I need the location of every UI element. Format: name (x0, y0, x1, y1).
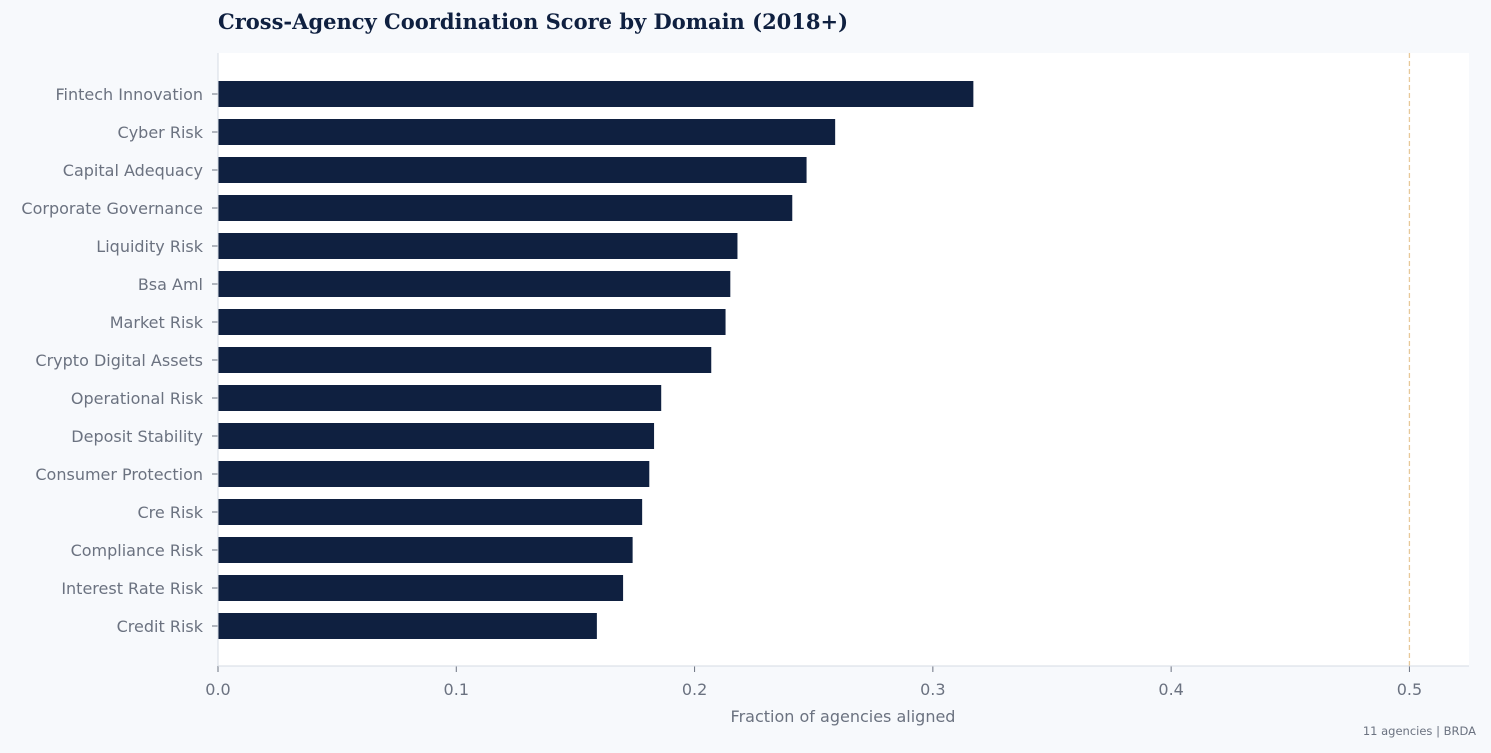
bar (218, 157, 807, 183)
x-tick-label: 0.5 (1397, 680, 1422, 699)
category-label: Operational Risk (71, 389, 204, 408)
category-label: Capital Adequacy (63, 161, 203, 180)
x-axis-ticks: 0.0 0.1 0.2 0.3 0.4 0.5 (205, 666, 1422, 699)
category-label: Fintech Innovation (56, 85, 203, 104)
bar (218, 347, 712, 373)
category-label: Interest Rate Risk (61, 579, 203, 598)
bar (218, 613, 597, 639)
bar (218, 385, 662, 411)
bar (218, 309, 726, 335)
chart-title: Cross-Agency Coordination Score by Domai… (218, 9, 849, 34)
bars-layer (218, 81, 974, 639)
bar (218, 423, 655, 449)
category-label: Crypto Digital Assets (35, 351, 203, 370)
category-label: Market Risk (110, 313, 204, 332)
x-tick-label: 0.1 (444, 680, 469, 699)
bar (218, 499, 643, 525)
x-tick-label: 0.0 (205, 680, 230, 699)
category-labels: Fintech Innovation Cyber Risk Capital Adeq… (21, 85, 218, 636)
bar (218, 537, 633, 563)
category-label: Compliance Risk (71, 541, 204, 560)
category-label: Deposit Stability (71, 427, 203, 446)
category-label: Credit Risk (117, 617, 204, 636)
category-label: Liquidity Risk (96, 237, 203, 256)
footnote: 11 agencies | BRDA (1362, 724, 1476, 738)
category-label: Bsa Aml (138, 275, 203, 294)
bar (218, 195, 793, 221)
bar (218, 575, 624, 601)
x-axis-title: Fraction of agencies aligned (731, 707, 956, 726)
category-label: Consumer Protection (35, 465, 203, 484)
category-label: Cyber Risk (118, 123, 204, 142)
bar (218, 81, 974, 107)
bar (218, 461, 650, 487)
bar (218, 119, 836, 145)
category-label: Cre Risk (138, 503, 204, 522)
x-tick-label: 0.3 (920, 680, 945, 699)
category-label: Corporate Governance (21, 199, 203, 218)
x-tick-label: 0.4 (1158, 680, 1183, 699)
bar (218, 233, 738, 259)
bar (218, 271, 731, 297)
x-tick-label: 0.2 (682, 680, 707, 699)
